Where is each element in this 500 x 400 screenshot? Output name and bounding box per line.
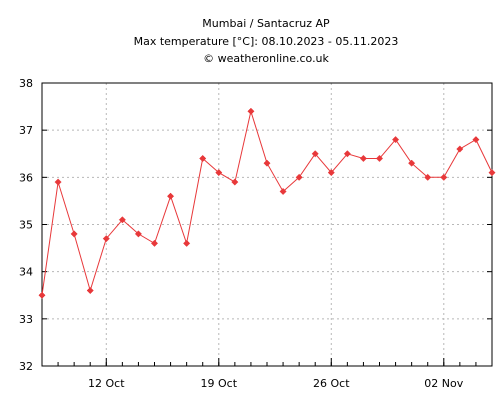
chart-title: Mumbai / Santacruz AP — [202, 17, 330, 30]
data-point-marker — [311, 150, 319, 158]
data-point-marker — [456, 145, 464, 153]
data-point-marker — [38, 291, 46, 299]
data-series — [38, 107, 496, 299]
data-point-marker — [167, 192, 175, 200]
data-point-marker — [295, 173, 303, 181]
data-point-marker — [247, 107, 255, 115]
y-axis-ticks: 32 33 34 35 36 37 38 — [19, 77, 492, 373]
data-point-marker — [118, 216, 126, 224]
x-tick-label: 02 Nov — [424, 377, 463, 390]
y-tick-label: 38 — [19, 77, 33, 90]
y-tick-label: 34 — [19, 266, 33, 279]
data-point-marker — [424, 173, 432, 181]
data-point-marker — [440, 173, 448, 181]
y-tick-label: 33 — [19, 313, 33, 326]
data-point-marker — [231, 178, 239, 186]
data-point-marker — [199, 154, 207, 163]
data-point-marker — [359, 154, 367, 163]
data-point-marker — [54, 178, 62, 186]
y-tick-label: 36 — [19, 171, 33, 184]
data-point-marker — [343, 150, 351, 158]
chart-subtitle: Max temperature [°C]: 08.10.2023 - 05.11… — [134, 35, 399, 48]
chart-credit: © weatheronline.co.uk — [203, 52, 329, 65]
data-point-marker — [488, 169, 496, 177]
data-point-marker — [150, 239, 159, 247]
data-point-marker — [102, 235, 110, 243]
y-tick-label: 32 — [19, 360, 33, 373]
x-tick-label: 26 Oct — [313, 377, 350, 390]
data-point-marker — [86, 286, 94, 295]
data-point-marker — [263, 159, 271, 167]
x-tick-label: 12 Oct — [88, 377, 125, 390]
data-point-marker — [70, 230, 78, 238]
data-point-marker — [327, 169, 335, 177]
data-point-marker — [134, 230, 142, 238]
grid-lines — [42, 83, 492, 366]
x-tick-label: 19 Oct — [201, 377, 238, 390]
y-tick-label: 37 — [19, 124, 33, 137]
data-point-marker — [215, 169, 223, 177]
y-tick-label: 35 — [19, 219, 33, 232]
data-point-marker — [392, 136, 400, 144]
data-point-marker — [375, 154, 384, 163]
data-point-marker — [472, 136, 480, 144]
data-point-marker — [183, 239, 191, 247]
data-point-marker — [279, 187, 287, 196]
x-axis-ticks: 12 Oct 19 Oct 26 Oct 02 Nov — [41, 358, 493, 390]
data-point-marker — [408, 159, 416, 167]
